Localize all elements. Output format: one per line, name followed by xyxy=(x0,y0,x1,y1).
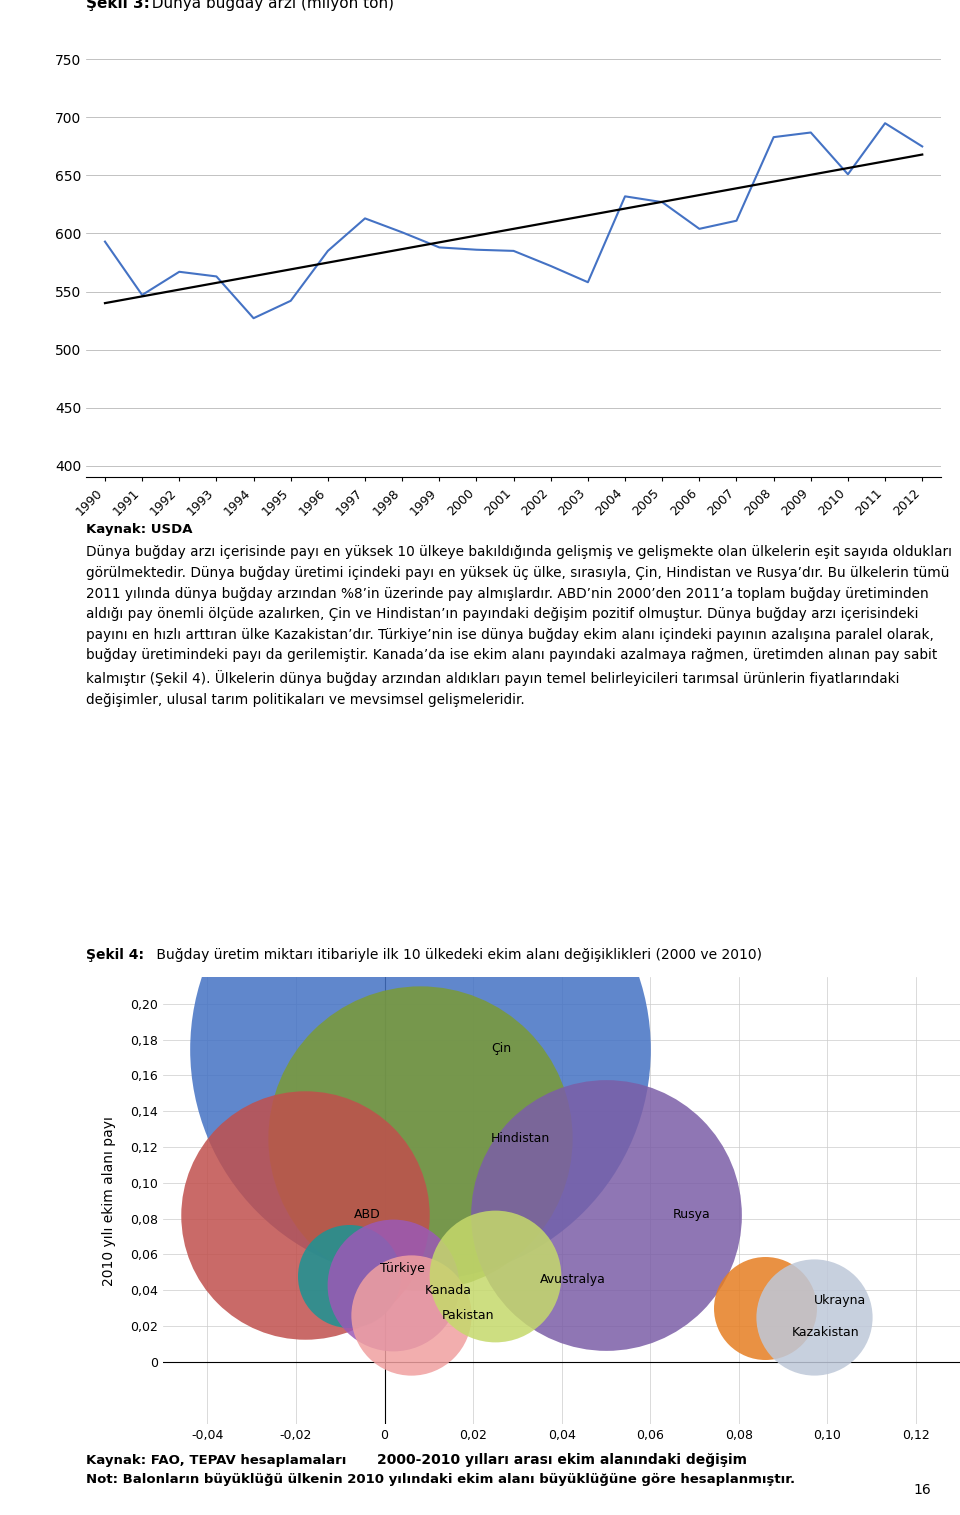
Text: Şekil 4:: Şekil 4: xyxy=(86,948,144,962)
Text: Rusya: Rusya xyxy=(672,1209,710,1221)
Point xyxy=(488,1264,503,1288)
Text: Ukrayna: Ukrayna xyxy=(814,1294,866,1307)
Text: Pakistan: Pakistan xyxy=(442,1309,494,1321)
Text: Şekil 3:: Şekil 3: xyxy=(86,0,151,11)
Text: Buğday üretim miktarı itibariyle ilk 10 ülkedeki ekim alanı değişiklikleri (2000: Buğday üretim miktarı itibariyle ilk 10 … xyxy=(152,948,761,962)
Text: Dünya buğday arzı (milyon ton): Dünya buğday arzı (milyon ton) xyxy=(142,0,394,11)
Point xyxy=(806,1304,822,1329)
Text: Hindistan: Hindistan xyxy=(491,1132,550,1144)
Text: Not: Balonların büyüklüğü ülkenin 2010 yılındaki ekim alanı büyüklüğüne göre hes: Not: Balonların büyüklüğü ülkenin 2010 y… xyxy=(86,1473,796,1486)
Text: Kaynak: FAO, TEPAV hesaplamaları: Kaynak: FAO, TEPAV hesaplamaları xyxy=(86,1454,347,1468)
Y-axis label: 2010 yılı ekim alanı payı: 2010 yılı ekim alanı payı xyxy=(103,1115,116,1286)
Point xyxy=(412,1036,427,1060)
Point xyxy=(403,1303,419,1327)
Text: Türkiye: Türkiye xyxy=(380,1262,425,1276)
Text: Kazakistan: Kazakistan xyxy=(792,1327,859,1339)
Point xyxy=(412,1126,427,1150)
Point xyxy=(298,1203,313,1227)
Point xyxy=(386,1273,401,1297)
Point xyxy=(757,1295,773,1320)
Text: Dünya buğday arzı içerisinde payı en yüksek 10 ülkeye bakıldığında gelişmiş ve g: Dünya buğday arzı içerisinde payı en yük… xyxy=(86,545,952,706)
Point xyxy=(342,1264,357,1288)
Text: Kanada: Kanada xyxy=(424,1283,471,1297)
Text: ABD: ABD xyxy=(353,1209,380,1221)
Text: 16: 16 xyxy=(914,1483,931,1497)
Text: Kaynak: USDA: Kaynak: USDA xyxy=(86,523,193,536)
Point xyxy=(598,1203,613,1227)
Text: Avustralya: Avustralya xyxy=(540,1273,606,1286)
X-axis label: 2000-2010 yılları arası ekim alanındaki değişim: 2000-2010 yılları arası ekim alanındaki … xyxy=(376,1453,747,1467)
Text: Çin: Çin xyxy=(491,1042,511,1054)
